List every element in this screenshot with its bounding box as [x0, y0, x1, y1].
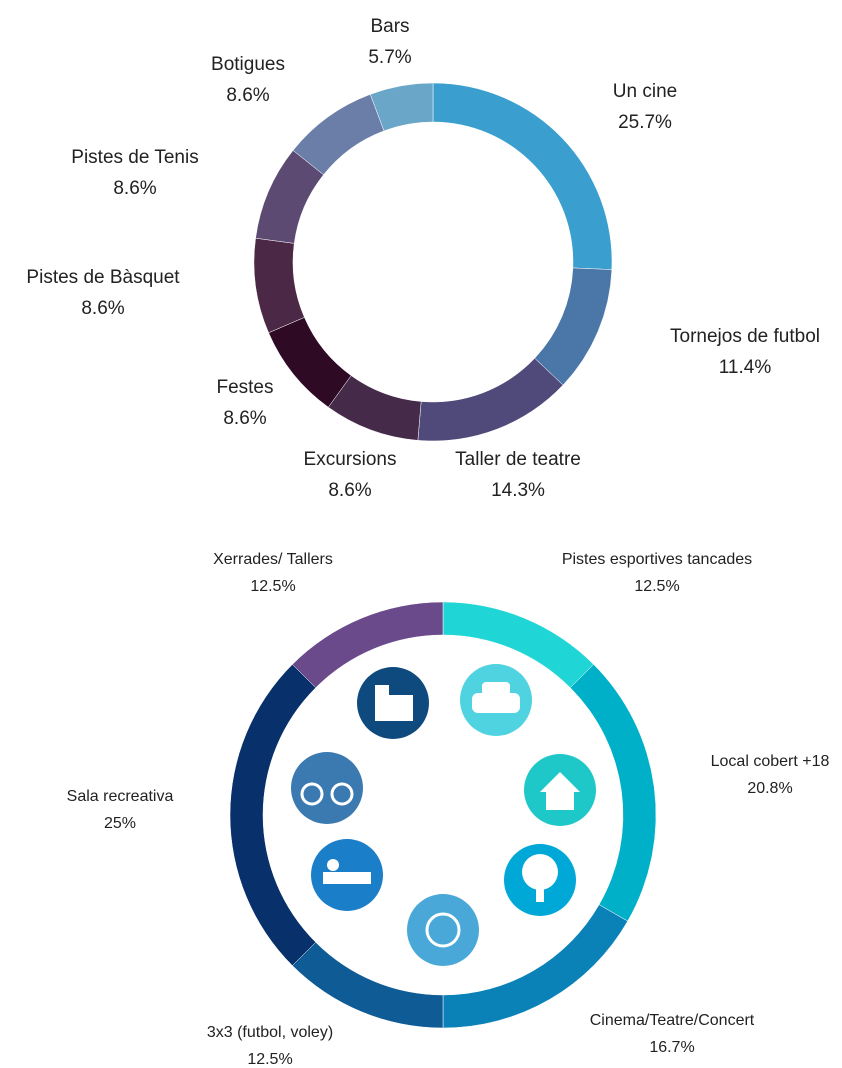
slice-value-label: 20.8%	[747, 780, 792, 797]
icon-shape	[536, 880, 544, 902]
donut-slice	[369, 82, 434, 132]
donut-slice	[534, 267, 613, 386]
slice-label: Pistes de Tenis	[71, 147, 198, 168]
icon-ball	[407, 894, 479, 966]
slice-value-label: 8.6%	[328, 480, 371, 501]
slice-label: Sala recreativa	[67, 788, 174, 805]
slice-label: Excursions	[304, 449, 397, 470]
slice-value-label: 16.7%	[649, 1039, 694, 1056]
slice-value-label: 8.6%	[81, 298, 124, 319]
icon-shape	[472, 693, 520, 713]
donut-slice	[229, 664, 317, 966]
slice-value-label: 11.4%	[719, 357, 772, 378]
slice-value-label: 5.7%	[368, 47, 411, 68]
slice-label: Taller de teatre	[455, 449, 581, 470]
icon-shape	[330, 782, 354, 806]
slice-label: Xerrades/ Tallers	[213, 551, 333, 568]
icon-shape	[300, 782, 324, 806]
icon-shape	[540, 772, 580, 810]
icons	[291, 664, 596, 966]
slice-label: Festes	[216, 377, 273, 398]
icon-bike	[291, 752, 363, 824]
slice-label: Pistes de Bàsquet	[26, 267, 180, 288]
icon-shape	[482, 682, 510, 696]
icon-shape	[375, 685, 389, 721]
slice-label: Tornejos de futbol	[670, 326, 820, 347]
donut-slice	[432, 82, 613, 270]
slice-value-label: 25%	[104, 815, 136, 832]
slice-value-label: 25.7%	[618, 112, 672, 133]
slice-label: Bars	[370, 16, 409, 37]
slice-value-label: 12.5%	[634, 578, 679, 595]
slice-value-label: 8.6%	[223, 408, 266, 429]
slice-label: Un cine	[613, 81, 677, 102]
donut-slice	[253, 237, 305, 334]
slice-value-label: 12.5%	[247, 1051, 292, 1068]
slice-label: Pistes esportives tancades	[562, 551, 752, 568]
slice-value-label: 12.5%	[250, 578, 295, 595]
icon-shape	[425, 912, 461, 948]
slice-label: Botigues	[211, 54, 285, 75]
icon-shape	[327, 859, 339, 871]
icon-shape	[323, 872, 371, 884]
icon-shape	[522, 854, 558, 890]
slice-label: 3x3 (futbol, voley)	[207, 1024, 333, 1041]
slice-value-label: 8.6%	[226, 85, 269, 106]
slice-value-label: 8.6%	[113, 178, 156, 199]
slice-value-label: 14.3%	[491, 480, 545, 501]
icon-shape	[389, 695, 413, 721]
slice-label: Local cobert +18	[711, 753, 830, 770]
slice-label: Cinema/Teatre/Concert	[590, 1012, 755, 1029]
donut-slice	[417, 357, 564, 442]
donut-slice	[292, 601, 444, 689]
